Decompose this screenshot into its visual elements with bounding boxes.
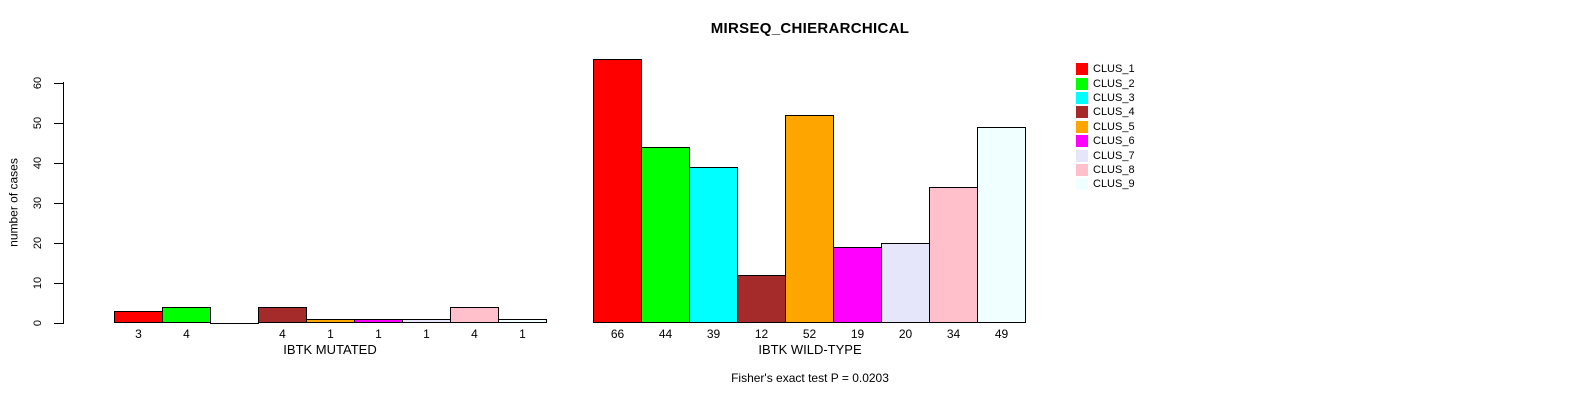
bar-value-label-clus_4-group1: 4 bbox=[279, 327, 286, 341]
bar-value-label-clus_9-group1: 1 bbox=[519, 327, 526, 341]
legend-swatch-clus_4 bbox=[1076, 106, 1088, 119]
legend-swatch-clus_2 bbox=[1076, 77, 1088, 90]
legend-label-clus_5: CLUS_5 bbox=[1093, 120, 1135, 133]
x-axis-group-label-mutated: IBTK MUTATED bbox=[283, 342, 377, 357]
y-tick-mark-50 bbox=[54, 123, 63, 124]
legend-item-clus_9: CLUS_9 bbox=[1076, 177, 1135, 191]
bar-clus_6-group1 bbox=[354, 319, 403, 323]
legend-item-clus_8: CLUS_8 bbox=[1076, 163, 1135, 177]
legend-swatch-clus_8 bbox=[1076, 163, 1088, 176]
legend: CLUS_1 CLUS_2 CLUS_3 CLUS_4 CLUS_5 CLUS_6 CLUS… bbox=[1076, 62, 1135, 192]
y-axis-label: number of cases bbox=[6, 158, 21, 247]
bar-value-label-clus_3-group2: 39 bbox=[706, 327, 721, 341]
y-tick-label-0: 0 bbox=[32, 319, 44, 327]
bar-value-label-clus_7-group1: 1 bbox=[423, 327, 430, 341]
legend-swatch-clus_9 bbox=[1076, 178, 1088, 191]
bar-value-label-clus_5-group2: 52 bbox=[802, 327, 817, 341]
y-tick-label-10: 10 bbox=[32, 276, 44, 290]
legend-label-clus_3: CLUS_3 bbox=[1093, 91, 1135, 104]
bar-clus_8-group2 bbox=[929, 187, 978, 323]
y-axis-line bbox=[63, 82, 64, 324]
legend-item-clus_7: CLUS_7 bbox=[1076, 148, 1135, 162]
legend-label-clus_6: CLUS_6 bbox=[1093, 135, 1135, 148]
legend-swatch-clus_7 bbox=[1076, 149, 1088, 162]
legend-swatch-clus_3 bbox=[1076, 91, 1088, 104]
legend-label-clus_1: CLUS_1 bbox=[1093, 63, 1135, 76]
bar-value-label-clus_8-group1: 4 bbox=[471, 327, 478, 341]
legend-item-clus_6: CLUS_6 bbox=[1076, 134, 1135, 148]
legend-item-clus_1: CLUS_1 bbox=[1076, 62, 1135, 76]
bar-clus_5-group2 bbox=[785, 115, 834, 323]
y-tick-label-50: 50 bbox=[32, 116, 44, 130]
fisher-test-annotation: Fisher's exact test P = 0.0203 bbox=[731, 371, 889, 385]
bar-clus_4-group1 bbox=[258, 307, 307, 323]
y-tick-label-20: 20 bbox=[32, 236, 44, 250]
bar-value-label-clus_7-group2: 20 bbox=[898, 327, 913, 341]
bar-clus_7-group2 bbox=[881, 243, 930, 323]
legend-label-clus_2: CLUS_2 bbox=[1093, 77, 1135, 90]
legend-swatch-clus_6 bbox=[1076, 135, 1088, 148]
y-tick-label-40: 40 bbox=[32, 156, 44, 170]
bar-clus_4-group2 bbox=[737, 275, 786, 323]
bar-value-label-clus_6-group1: 1 bbox=[375, 327, 382, 341]
bar-value-label-clus_4-group2: 12 bbox=[754, 327, 769, 341]
bar-clus_5-group1 bbox=[306, 319, 355, 323]
legend-label-clus_4: CLUS_4 bbox=[1093, 106, 1135, 119]
bar-value-label-clus_9-group2: 49 bbox=[994, 327, 1009, 341]
bar-clus_3-group2 bbox=[689, 167, 738, 323]
legend-swatch-clus_1 bbox=[1076, 63, 1088, 76]
bar-clus_3-group1 bbox=[210, 323, 259, 324]
bar-value-label-clus_8-group2: 34 bbox=[946, 327, 961, 341]
legend-swatch-clus_5 bbox=[1076, 120, 1088, 133]
legend-item-clus_2: CLUS_2 bbox=[1076, 76, 1135, 90]
chart-title: MIRSEQ_CHIERARCHICAL bbox=[710, 20, 910, 37]
x-axis-group-label-wildtype: IBTK WILD-TYPE bbox=[758, 342, 862, 357]
legend-label-clus_8: CLUS_8 bbox=[1093, 163, 1135, 176]
y-tick-mark-30 bbox=[54, 203, 63, 204]
legend-item-clus_5: CLUS_5 bbox=[1076, 120, 1135, 134]
legend-item-clus_4: CLUS_4 bbox=[1076, 105, 1135, 119]
y-tick-mark-60 bbox=[54, 83, 63, 84]
bar-value-label-clus_2-group1: 4 bbox=[183, 327, 190, 341]
y-tick-mark-40 bbox=[54, 163, 63, 164]
bar-value-label-clus_1-group1: 3 bbox=[135, 327, 142, 341]
y-tick-label-60: 60 bbox=[32, 76, 44, 90]
y-tick-mark-20 bbox=[54, 243, 63, 244]
bar-value-label-clus_2-group2: 44 bbox=[658, 327, 673, 341]
legend-label-clus_7: CLUS_7 bbox=[1093, 149, 1135, 162]
bar-clus_2-group1 bbox=[162, 307, 211, 323]
bar-clus_9-group1 bbox=[498, 319, 547, 323]
bar-clus_2-group2 bbox=[641, 147, 690, 323]
y-tick-label-30: 30 bbox=[32, 196, 44, 210]
bar-value-label-clus_1-group2: 66 bbox=[610, 327, 625, 341]
bar-clus_1-group2 bbox=[593, 59, 642, 323]
bar-clus_1-group1 bbox=[114, 311, 163, 323]
bar-clus_9-group2 bbox=[977, 127, 1026, 323]
bar-value-label-clus_5-group1: 1 bbox=[327, 327, 334, 341]
bar-clus_7-group1 bbox=[402, 319, 451, 323]
bar-clus_8-group1 bbox=[450, 307, 499, 323]
legend-label-clus_9: CLUS_9 bbox=[1093, 178, 1135, 191]
bar-clus_6-group2 bbox=[833, 247, 882, 323]
y-tick-mark-0 bbox=[54, 323, 63, 324]
legend-item-clus_3: CLUS_3 bbox=[1076, 91, 1135, 105]
y-tick-mark-10 bbox=[54, 283, 63, 284]
bar-value-label-clus_6-group2: 19 bbox=[850, 327, 865, 341]
